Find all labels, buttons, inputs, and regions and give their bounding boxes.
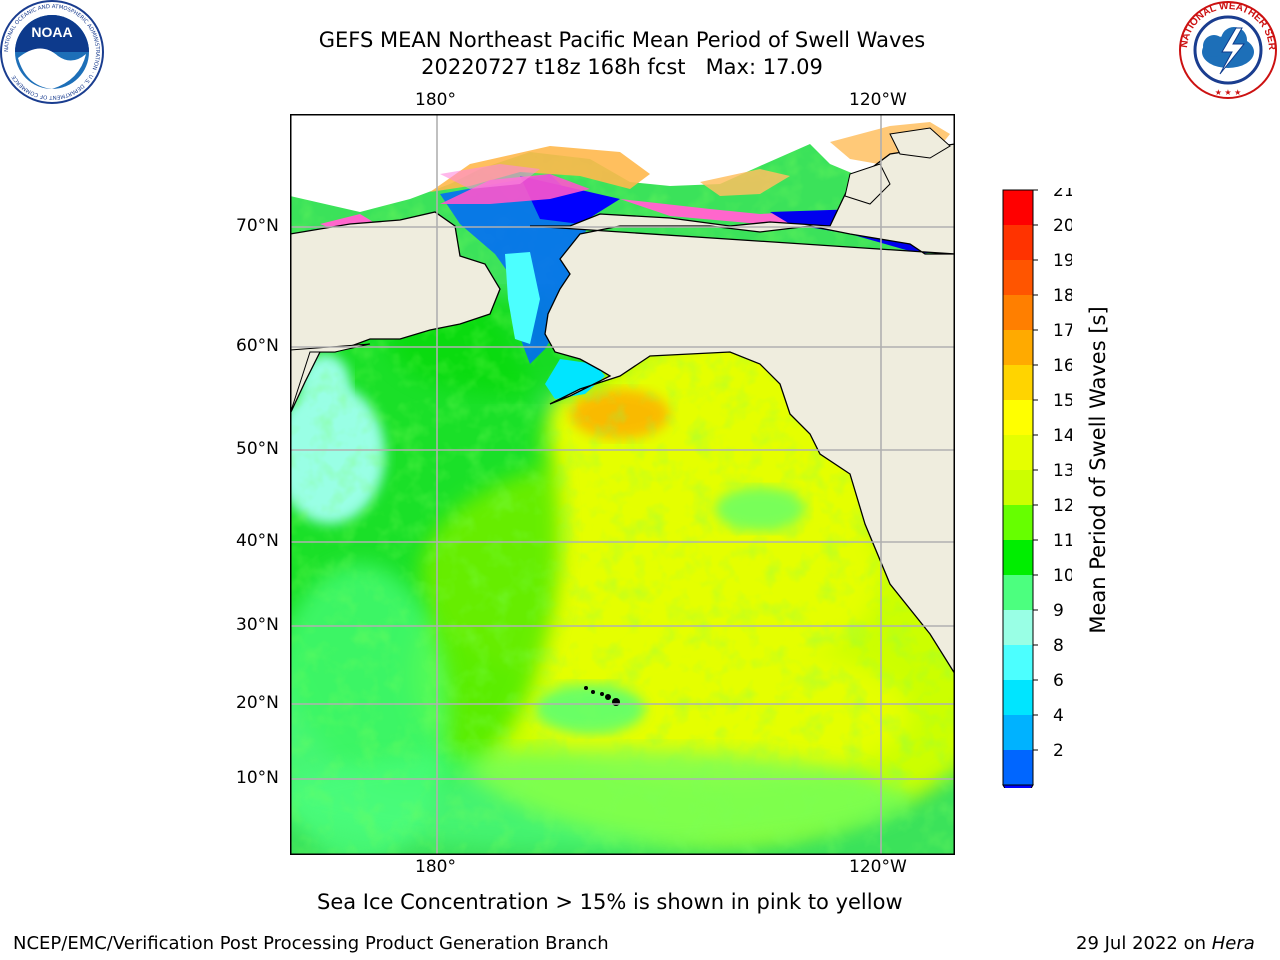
colorbar-swatch (1003, 575, 1033, 610)
colorbar-tick-label: 19 (1053, 251, 1072, 271)
colorbar-swatch (1003, 330, 1033, 365)
colorbar-tick-label: 18 (1053, 286, 1072, 306)
lon-label-bottom-120w: 120°W (849, 857, 907, 877)
lat-label-10n: 10°N (236, 768, 279, 788)
lat-label-30n: 30°N (236, 615, 279, 635)
colorbar-tick-label: 8 (1053, 636, 1064, 656)
lon-label-top-120w: 120°W (849, 90, 907, 110)
colorbar-swatch (1003, 715, 1033, 750)
colorbar-swatch (1003, 295, 1033, 330)
land-masses (290, 127, 954, 706)
svg-text:★ ★ ★: ★ ★ ★ (1215, 88, 1242, 97)
lat-label-50n: 50°N (236, 439, 279, 459)
colorbar-tick-label: 14 (1053, 426, 1072, 446)
colorbar-label: Mean Period of Swell Waves [s] (1086, 306, 1110, 634)
colorbar-tick-label: 13 (1053, 461, 1072, 481)
sea-ice-caption: Sea Ice Concentration > 15% is shown in … (317, 890, 903, 914)
footer-date-text: 29 Jul 2022 on (1076, 933, 1212, 954)
colorbar: 21 20 19 18 17 16 15 14 13 12 11 10 9 8 6 4 2 (1002, 181, 1075, 813)
colorbar-tick-label: 15 (1053, 391, 1072, 411)
colorbar-tick-label: 6 (1053, 671, 1064, 691)
lat-label-60n: 60°N (236, 336, 279, 356)
colorbar-tick-label: 11 (1053, 531, 1072, 551)
colorbar-swatch (1003, 225, 1033, 260)
colorbar-swatch (1003, 400, 1033, 435)
colorbar-swatch (1003, 435, 1033, 470)
colorbar-tick-label: 10 (1053, 566, 1072, 586)
colorbar-tick-label: 21 (1053, 188, 1072, 201)
colorbar-swatch (1003, 365, 1033, 400)
colorbar-swatch (1003, 680, 1033, 715)
colorbar-tick-label: 4 (1053, 706, 1064, 726)
colorbar-swatch (1003, 645, 1033, 680)
svg-text:NOAA: NOAA (31, 24, 72, 40)
colorbar-swatch (1003, 540, 1033, 575)
colorbar-frame (1002, 189, 1034, 786)
colorbar-tick-label: 16 (1053, 356, 1072, 376)
colorbar-tick-label: 17 (1053, 321, 1072, 341)
lat-label-70n: 70°N (236, 216, 279, 236)
lat-label-20n: 20°N (236, 693, 279, 713)
footer-host: Hera (1211, 933, 1255, 954)
map-subtitle: 20220727 t18z 168h fcst Max: 17.09 (421, 55, 823, 79)
footer-date: 29 Jul 2022 on Hera (1076, 933, 1255, 954)
noaa-logo: NOAA NATIONAL OCEANIC AND ATMOSPHERIC AD… (0, 0, 104, 104)
colorbar-tick-label: 9 (1053, 601, 1064, 621)
colorbar-swatch (1003, 470, 1033, 505)
colorbar-tick-label: 12 (1053, 496, 1072, 516)
colorbar-swatch (1003, 750, 1033, 785)
graticule (290, 114, 954, 854)
lon-label-top-180: 180° (415, 90, 456, 110)
nws-logo: NATIONAL WEATHER SERVICE ★ ★ ★ (1174, 0, 1278, 100)
colorbar-swatch (1003, 260, 1033, 295)
footer-credit: NCEP/EMC/Verification Post Processing Pr… (13, 933, 609, 954)
lon-label-bottom-180: 180° (415, 857, 456, 877)
colorbar-swatch (1003, 505, 1033, 540)
lat-label-40n: 40°N (236, 531, 279, 551)
map-frame (290, 114, 955, 855)
map-title: GEFS MEAN Northeast Pacific Mean Period … (318, 28, 926, 52)
colorbar-swatch (1003, 190, 1033, 225)
colorbar-tick-label: 20 (1053, 216, 1072, 236)
map-panel (290, 114, 955, 855)
colorbar-tick-label: 2 (1053, 741, 1064, 761)
colorbar-swatch (1003, 610, 1033, 645)
